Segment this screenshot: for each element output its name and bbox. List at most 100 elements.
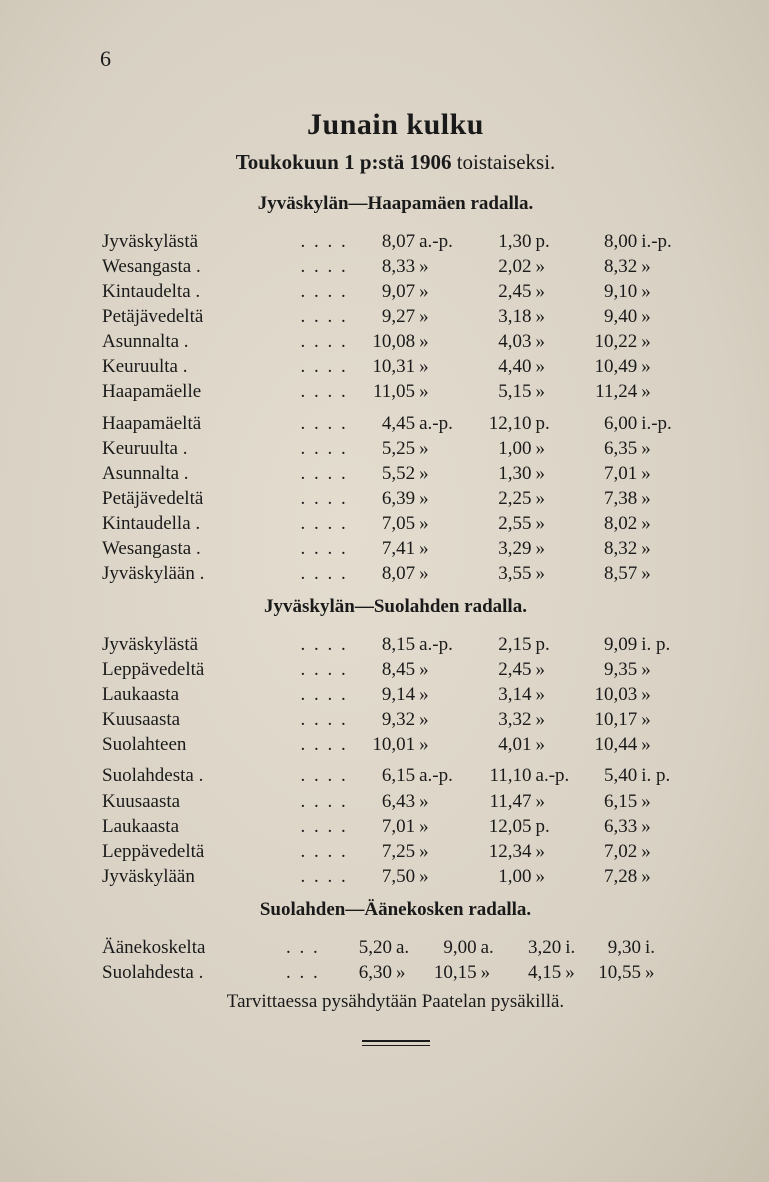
- table-row: Jyväskylästä. . . .8,15a.-p.2,15p.9,09i.…: [100, 632, 691, 657]
- period-cell: i.-p.: [639, 229, 691, 254]
- period-cell: »: [534, 789, 577, 814]
- time-cell: 9,07: [355, 279, 418, 304]
- period-cell: »: [534, 732, 577, 757]
- dots-cell: . . . .: [298, 254, 354, 279]
- period-cell: »: [417, 329, 471, 354]
- table-row: Laukaasta. . . .7,01»12,05p.6,33»: [100, 814, 691, 839]
- period-cell: »: [639, 682, 691, 707]
- time-cell: 7,28: [577, 864, 640, 889]
- time-cell: 11,10: [471, 763, 534, 788]
- time-cell: 10,55: [585, 960, 643, 985]
- table-row: Asunnalta .. . . .5,52»1,30»7,01»: [100, 461, 691, 486]
- table-row: Jyväskylästä. . . .8,07a.-p.1,30p.8,00i.…: [100, 229, 691, 254]
- time-cell: 10,44: [577, 732, 640, 757]
- period-cell: »: [417, 511, 471, 536]
- station-cell: Leppävedeltä: [100, 839, 298, 864]
- period-cell: »: [639, 707, 691, 732]
- dots-cell: . . .: [284, 960, 336, 985]
- table-row: Wesangasta .. . . .7,41»3,29»8,32»: [100, 536, 691, 561]
- time-cell: 7,01: [577, 461, 640, 486]
- subtitle: Toukokuun 1 p:stä 1906 toistaiseksi.: [100, 150, 691, 175]
- time-cell: 5,20: [336, 935, 394, 960]
- period-cell: »: [639, 379, 691, 404]
- time-cell: 5,40: [577, 763, 640, 788]
- period-cell: »: [639, 436, 691, 461]
- period-cell: »: [417, 561, 471, 586]
- period-cell: »: [639, 814, 691, 839]
- dots-cell: . . . .: [298, 304, 354, 329]
- period-cell: »: [534, 304, 577, 329]
- time-cell: 9,30: [585, 935, 643, 960]
- period-cell: i.: [563, 935, 585, 960]
- period-cell: »: [534, 354, 577, 379]
- table-row: Leppävedeltä. . . .8,45»2,45»9,35»: [100, 657, 691, 682]
- dots-cell: . . . .: [298, 461, 354, 486]
- dots-cell: . . . .: [298, 814, 354, 839]
- period-cell: »: [534, 536, 577, 561]
- time-cell: 8,57: [577, 561, 640, 586]
- time-cell: 8,07: [355, 229, 418, 254]
- time-cell: 12,05: [471, 814, 534, 839]
- period-cell: »: [534, 864, 577, 889]
- period-cell: »: [639, 304, 691, 329]
- period-cell: »: [417, 707, 471, 732]
- period-cell: p.: [534, 229, 577, 254]
- time-cell: 6,33: [577, 814, 640, 839]
- time-cell: 3,32: [471, 707, 534, 732]
- dots-cell: . . . .: [298, 864, 354, 889]
- table-row: Asunnalta .. . . .10,08»4,03»10,22»: [100, 329, 691, 354]
- time-cell: 3,20: [505, 935, 563, 960]
- station-cell: Leppävedeltä: [100, 657, 298, 682]
- table-row: Wesangasta .. . . .8,33»2,02»8,32»: [100, 254, 691, 279]
- time-cell: 1,00: [471, 864, 534, 889]
- period-cell: a.: [394, 935, 421, 960]
- period-cell: a.-p.: [417, 411, 471, 436]
- table-row: Laukaasta. . . .9,14»3,14»10,03»: [100, 682, 691, 707]
- time-cell: 7,02: [577, 839, 640, 864]
- end-rule-wrap: [100, 1033, 691, 1051]
- time-cell: 5,15: [471, 379, 534, 404]
- dots-cell: . . . .: [298, 379, 354, 404]
- time-cell: 3,55: [471, 561, 534, 586]
- station-cell: Kintaudella .: [100, 511, 298, 536]
- station-cell: Keuruulta .: [100, 436, 298, 461]
- dots-cell: . . . .: [298, 436, 354, 461]
- dots-cell: . . . .: [298, 511, 354, 536]
- table-row: Kintaudella .. . . .7,05»2,55»8,02»: [100, 511, 691, 536]
- period-cell: »: [639, 329, 691, 354]
- period-cell: »: [639, 279, 691, 304]
- period-cell: »: [639, 461, 691, 486]
- time-cell: 11,24: [577, 379, 640, 404]
- period-cell: »: [639, 839, 691, 864]
- end-rule-icon: [362, 1040, 430, 1046]
- station-cell: Kintaudelta .: [100, 279, 298, 304]
- period-cell: »: [563, 960, 585, 985]
- station-cell: Haapamäeltä: [100, 411, 298, 436]
- station-cell: Petäjävedeltä: [100, 304, 298, 329]
- period-cell: »: [534, 839, 577, 864]
- time-cell: 2,45: [471, 279, 534, 304]
- dots-cell: . . . .: [298, 839, 354, 864]
- dots-cell: . . . .: [298, 229, 354, 254]
- period-cell: »: [417, 839, 471, 864]
- station-cell: Laukaasta: [100, 682, 298, 707]
- table-row: Petäjävedeltä. . . .6,39»2,25»7,38»: [100, 486, 691, 511]
- table-row: Leppävedeltä. . . .7,25»12,34»7,02»: [100, 839, 691, 864]
- period-cell: »: [639, 254, 691, 279]
- page: 6 Junain kulku Toukokuun 1 p:stä 1906 to…: [0, 0, 769, 1182]
- time-cell: 2,15: [471, 632, 534, 657]
- period-cell: »: [417, 304, 471, 329]
- time-cell: 9,00: [421, 935, 479, 960]
- period-cell: »: [534, 279, 577, 304]
- period-cell: »: [639, 864, 691, 889]
- time-cell: 10,22: [577, 329, 640, 354]
- period-cell: »: [534, 657, 577, 682]
- time-cell: 6,39: [355, 486, 418, 511]
- time-cell: 8,32: [577, 536, 640, 561]
- time-cell: 1,30: [471, 461, 534, 486]
- time-cell: 10,01: [355, 732, 418, 757]
- period-cell: »: [534, 511, 577, 536]
- time-cell: 3,14: [471, 682, 534, 707]
- station-cell: Laukaasta: [100, 814, 298, 839]
- table-row: Suolahdesta .. . .6,30»10,15»4,15»10,55»: [100, 960, 691, 985]
